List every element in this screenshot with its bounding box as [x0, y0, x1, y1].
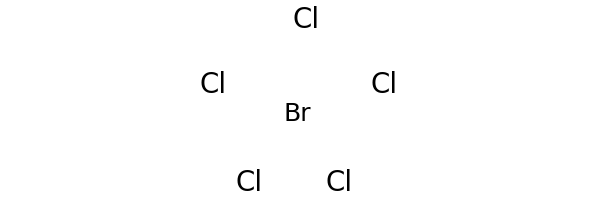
Text: Cl: Cl: [199, 71, 227, 99]
Text: Br: Br: [283, 101, 311, 125]
Text: Cl: Cl: [292, 6, 320, 34]
Text: Cl: Cl: [235, 168, 263, 196]
Text: Cl: Cl: [370, 71, 398, 99]
Text: Cl: Cl: [325, 168, 353, 196]
